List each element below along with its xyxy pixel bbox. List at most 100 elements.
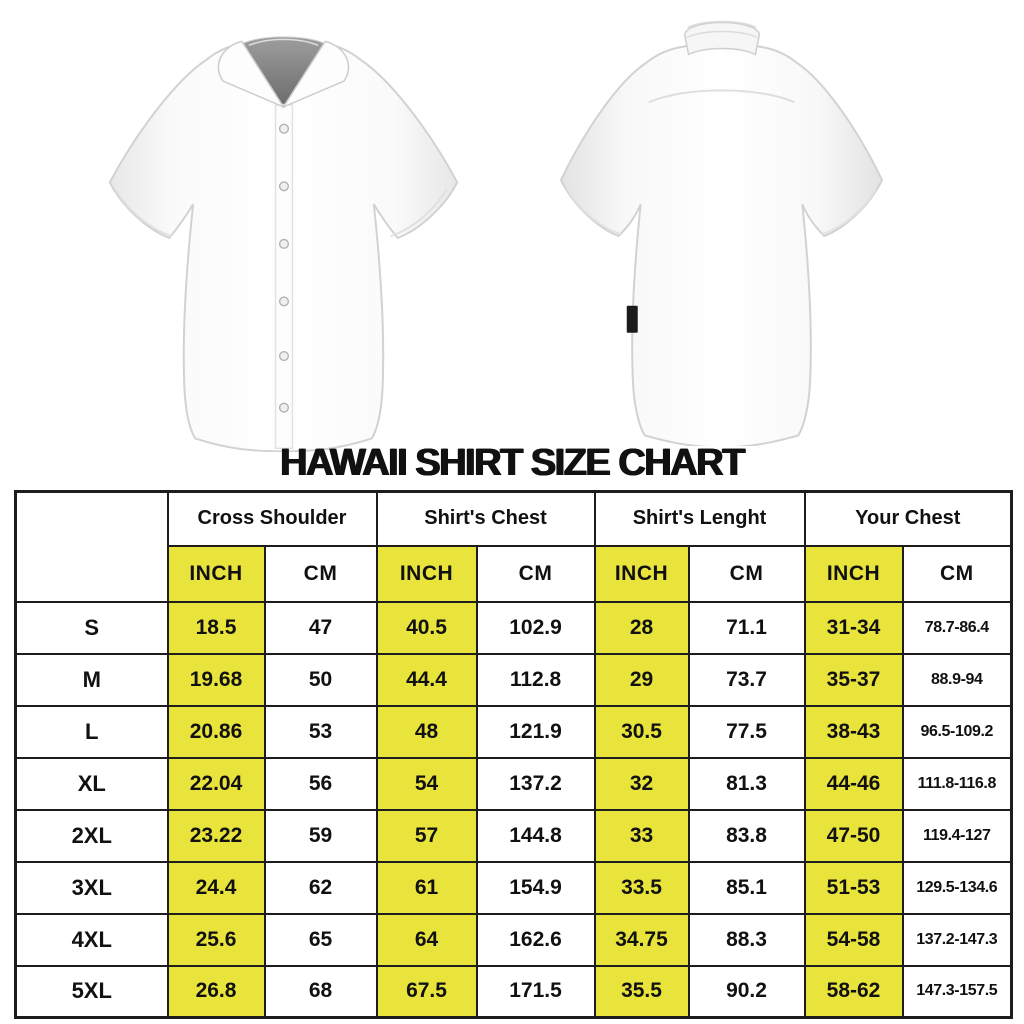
cm-value-cell: 62 bbox=[263, 860, 378, 915]
cm-range-cell: 88.9-94 bbox=[901, 652, 1013, 707]
shirt-back-image bbox=[559, 20, 884, 446]
unit-header-inch: INCH bbox=[166, 544, 266, 603]
size-cell: S bbox=[14, 600, 169, 655]
inch-value-cell: 40.5 bbox=[375, 600, 478, 655]
inch-value-cell: 47-50 bbox=[803, 808, 904, 863]
inch-value-cell: 57 bbox=[375, 808, 478, 863]
table-row-4xl: 4XL 25.6 65 64 162.6 34.75 88.3 54-58 13… bbox=[14, 912, 1013, 967]
cm-value-cell: 77.5 bbox=[687, 704, 806, 759]
cm-range-cell: 111.8-116.8 bbox=[901, 756, 1013, 811]
inch-value-cell: 23.22 bbox=[166, 808, 266, 863]
unit-header-cm: CM bbox=[687, 544, 806, 603]
inch-value-cell: 54-58 bbox=[803, 912, 904, 967]
inch-value-cell: 32 bbox=[593, 756, 690, 811]
size-cell: 5XL bbox=[14, 964, 169, 1019]
inch-value-cell: 44.4 bbox=[375, 652, 478, 707]
shirt-side-tag bbox=[626, 305, 638, 333]
table-row-l: L 20.86 53 48 121.9 30.5 77.5 38-43 96.5… bbox=[14, 704, 1013, 759]
cm-value-cell: 50 bbox=[263, 652, 378, 707]
inch-value-cell: 31-34 bbox=[803, 600, 904, 655]
cm-value-cell: 47 bbox=[263, 600, 378, 655]
table-row-5xl: 5XL 26.8 68 67.5 171.5 35.5 90.2 58-62 1… bbox=[14, 964, 1013, 1019]
inch-value-cell: 51-53 bbox=[803, 860, 904, 915]
corner-cell bbox=[14, 490, 169, 603]
inch-value-cell: 20.86 bbox=[166, 704, 266, 759]
inch-value-cell: 24.4 bbox=[166, 860, 266, 915]
column-group-shirts-lenght: Shirt's Lenght bbox=[593, 490, 806, 547]
cm-range-cell: 96.5-109.2 bbox=[901, 704, 1013, 759]
inch-value-cell: 48 bbox=[375, 704, 478, 759]
group-header-row: Cross Shoulder Shirt's Chest Shirt's Len… bbox=[14, 490, 1013, 603]
inch-value-cell: 26.8 bbox=[166, 964, 266, 1019]
size-cell: L bbox=[14, 704, 169, 759]
cm-value-cell: 121.9 bbox=[475, 704, 596, 759]
column-group-cross-shoulder: Cross Shoulder bbox=[166, 490, 378, 547]
cm-value-cell: 154.9 bbox=[475, 860, 596, 915]
column-group-your-chest: Your Chest bbox=[803, 490, 1013, 547]
cm-range-cell: 137.2-147.3 bbox=[901, 912, 1013, 967]
cm-value-cell: 85.1 bbox=[687, 860, 806, 915]
shirt-buttons bbox=[278, 123, 290, 413]
size-cell: 2XL bbox=[14, 808, 169, 863]
cm-value-cell: 73.7 bbox=[687, 652, 806, 707]
cm-value-cell: 59 bbox=[263, 808, 378, 863]
cm-value-cell: 81.3 bbox=[687, 756, 806, 811]
inch-value-cell: 22.04 bbox=[166, 756, 266, 811]
cm-value-cell: 88.3 bbox=[687, 912, 806, 967]
inch-value-cell: 58-62 bbox=[803, 964, 904, 1019]
inch-value-cell: 44-46 bbox=[803, 756, 904, 811]
inch-value-cell: 33.5 bbox=[593, 860, 690, 915]
size-cell: XL bbox=[14, 756, 169, 811]
cm-range-cell: 78.7-86.4 bbox=[901, 600, 1013, 655]
column-group-shirts-chest: Shirt's Chest bbox=[375, 490, 596, 547]
cm-value-cell: 65 bbox=[263, 912, 378, 967]
unit-header-cm: CM bbox=[263, 544, 378, 603]
cm-value-cell: 71.1 bbox=[687, 600, 806, 655]
cm-value-cell: 171.5 bbox=[475, 964, 596, 1019]
inch-value-cell: 30.5 bbox=[593, 704, 690, 759]
inch-value-cell: 19.68 bbox=[166, 652, 266, 707]
cm-range-cell: 129.5-134.6 bbox=[901, 860, 1013, 915]
unit-header-cm: CM bbox=[901, 544, 1013, 603]
size-cell: 4XL bbox=[14, 912, 169, 967]
cm-range-cell: 147.3-157.5 bbox=[901, 964, 1013, 1019]
table-row-3xl: 3XL 24.4 62 61 154.9 33.5 85.1 51-53 129… bbox=[14, 860, 1013, 915]
inch-value-cell: 64 bbox=[375, 912, 478, 967]
shirt-back-drawing bbox=[559, 20, 884, 446]
unit-header-inch: INCH bbox=[593, 544, 690, 603]
cm-value-cell: 56 bbox=[263, 756, 378, 811]
inch-value-cell: 25.6 bbox=[166, 912, 266, 967]
size-chart-table: Cross Shoulder Shirt's Chest Shirt's Len… bbox=[14, 490, 1014, 1019]
page-title: HAWAII SHIRT SIZE CHART bbox=[280, 442, 745, 484]
inch-value-cell: 29 bbox=[593, 652, 690, 707]
size-cell: M bbox=[14, 652, 169, 707]
inch-value-cell: 67.5 bbox=[375, 964, 478, 1019]
inch-value-cell: 33 bbox=[593, 808, 690, 863]
size-cell: 3XL bbox=[14, 860, 169, 915]
cm-range-cell: 119.4-127 bbox=[901, 808, 1013, 863]
table-row-s: S 18.5 47 40.5 102.9 28 71.1 31-34 78.7-… bbox=[14, 600, 1013, 655]
inch-value-cell: 61 bbox=[375, 860, 478, 915]
cm-value-cell: 68 bbox=[263, 964, 378, 1019]
unit-header-inch: INCH bbox=[375, 544, 478, 603]
unit-header-inch: INCH bbox=[803, 544, 904, 603]
inch-value-cell: 35-37 bbox=[803, 652, 904, 707]
cm-value-cell: 83.8 bbox=[687, 808, 806, 863]
inch-value-cell: 54 bbox=[375, 756, 478, 811]
cm-value-cell: 90.2 bbox=[687, 964, 806, 1019]
inch-value-cell: 18.5 bbox=[166, 600, 266, 655]
cm-value-cell: 102.9 bbox=[475, 600, 596, 655]
shirt-front-drawing bbox=[108, 36, 459, 452]
inch-value-cell: 38-43 bbox=[803, 704, 904, 759]
table-row-m: M 19.68 50 44.4 112.8 29 73.7 35-37 88.9… bbox=[14, 652, 1013, 707]
unit-header-row: INCH CM INCH CM INCH CM INCH CM bbox=[16, 544, 1013, 603]
cm-value-cell: 112.8 bbox=[475, 652, 596, 707]
cm-value-cell: 53 bbox=[263, 704, 378, 759]
cm-value-cell: 137.2 bbox=[475, 756, 596, 811]
table-row-2xl: 2XL 23.22 59 57 144.8 33 83.8 47-50 119.… bbox=[14, 808, 1013, 863]
inch-value-cell: 34.75 bbox=[593, 912, 690, 967]
inch-value-cell: 28 bbox=[593, 600, 690, 655]
cm-value-cell: 162.6 bbox=[475, 912, 596, 967]
inch-value-cell: 35.5 bbox=[593, 964, 690, 1019]
